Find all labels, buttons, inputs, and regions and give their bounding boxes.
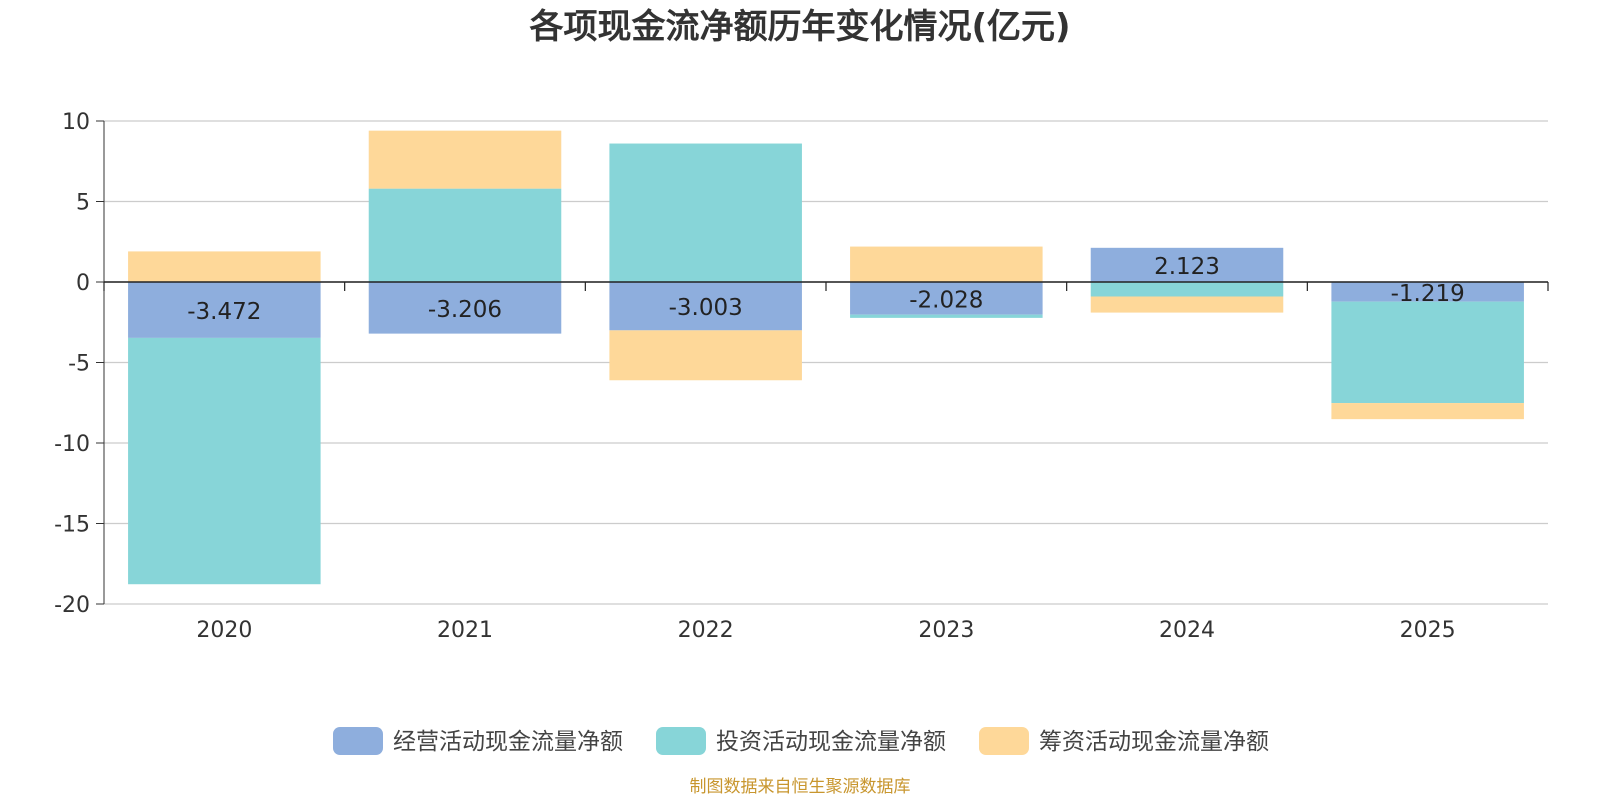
data-label-2021: -3.206	[428, 297, 502, 323]
y-tick-label: 0	[76, 271, 90, 296]
bar-2024-series-1	[1090, 247, 1284, 282]
bar-2023-series-2	[850, 314, 1043, 318]
bar-2020-series-3	[128, 251, 321, 282]
x-tick-label: 2021	[437, 618, 493, 643]
data-label-2023: -2.028	[909, 287, 983, 313]
legend-label-2[interactable]: 投资活动现金流量净额	[716, 729, 946, 755]
y-tick-label: -15	[54, 513, 90, 538]
data-label-2025: -1.219	[1391, 281, 1465, 307]
bar-2025-series-2	[1331, 301, 1524, 404]
bar-2020-series-1	[128, 282, 321, 338]
bar-2025-series-3	[1331, 403, 1524, 420]
data-label-2020: -3.472	[187, 299, 261, 325]
legend-label-3[interactable]: 筹资活动现金流量净额	[1039, 729, 1269, 755]
bar-2023-series-1	[850, 282, 1043, 315]
y-tick-label: 5	[76, 191, 90, 216]
bar-2024-series-2	[1090, 282, 1284, 297]
legend-swatch-2[interactable]	[656, 727, 706, 755]
legend-label-1[interactable]: 经营活动现金流量净额	[393, 729, 623, 755]
bar-2020-series-2	[128, 337, 321, 585]
axes: 10 5 0 -5 -10 -15 -20 2020 2021 2022 2023 2024 2025	[54, 110, 1549, 643]
bar-series	[128, 130, 1524, 585]
bar-2022-series-2	[609, 143, 802, 282]
x-tick-label: 2024	[1159, 618, 1215, 643]
y-tick-label: -20	[54, 593, 90, 618]
x-tick-label: 2020	[196, 618, 252, 643]
legend-swatch-3[interactable]	[979, 727, 1029, 755]
bar-2025-series-1	[1331, 282, 1524, 302]
y-tick-label: 10	[62, 110, 90, 135]
bar-2021-series-1	[368, 282, 562, 334]
bar-2022-series-1	[609, 282, 802, 331]
source-note: 制图数据来自恒生聚源数据库	[690, 777, 911, 797]
x-tick-label: 2025	[1400, 618, 1456, 643]
legend-swatch-1[interactable]	[333, 727, 383, 755]
y-tick-label: -5	[68, 352, 90, 377]
data-labels: -3.472 -3.206 -3.003 -2.028 2.123 -1.219	[187, 254, 1464, 325]
data-label-2024: 2.123	[1154, 254, 1220, 280]
bar-2021-series-2	[368, 188, 562, 282]
legend[interactable]: 经营活动现金流量净额 投资活动现金流量净额 筹资活动现金流量净额	[333, 727, 1269, 755]
data-label-2022: -3.003	[669, 295, 743, 321]
x-tick-label: 2023	[918, 618, 974, 643]
bar-2022-series-3	[609, 330, 802, 381]
y-tick-label: -10	[54, 432, 90, 457]
bar-2023-series-3	[850, 246, 1043, 282]
chart-title: 各项现金流净额历年变化情况(亿元)	[529, 7, 1070, 47]
x-tick-label: 2022	[678, 618, 734, 643]
bar-2021-series-3	[368, 130, 562, 189]
bar-2024-series-3	[1090, 296, 1284, 313]
